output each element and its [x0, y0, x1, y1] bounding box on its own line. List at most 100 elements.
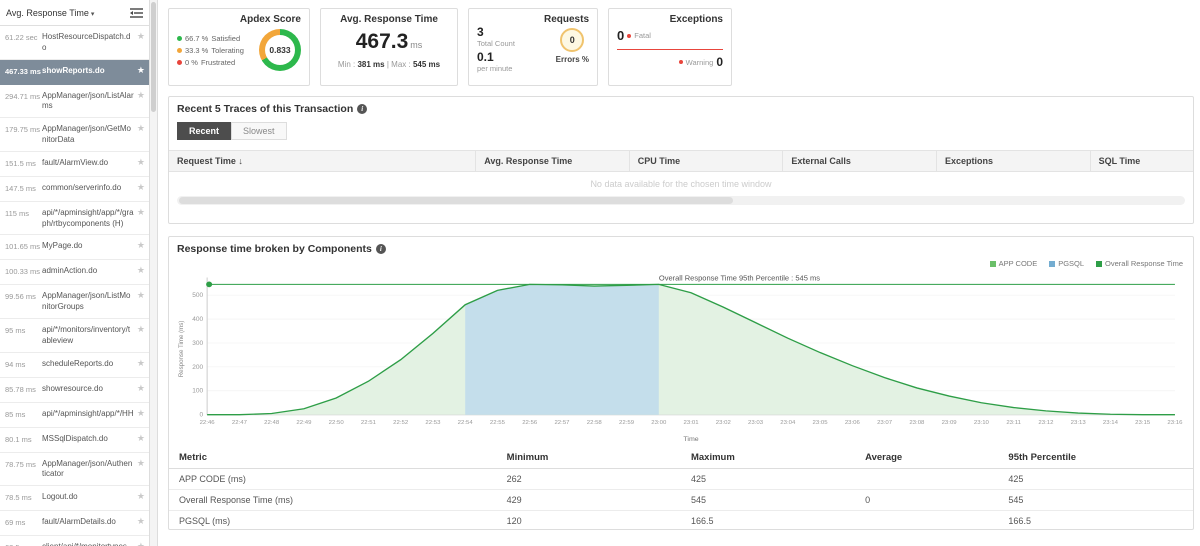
- transaction-response-time: 294.71 ms: [5, 91, 41, 101]
- star-icon[interactable]: ★: [136, 89, 145, 100]
- star-icon[interactable]: ★: [136, 64, 145, 75]
- transaction-list-item[interactable]: 99.56 ms AppManager/json/ListMonitorGroup…: [0, 285, 149, 319]
- transaction-name: fault/AlarmDetails.do: [42, 517, 116, 527]
- traces-column-header[interactable]: CPU Time: [630, 151, 784, 171]
- transaction-list-item[interactable]: 61.22 sec HostResourceDispatch.do ★: [0, 26, 149, 60]
- transaction-response-time: 69 ms: [5, 518, 26, 528]
- transaction-list-item[interactable]: 115 ms api/*/apminsight/app/*/graph/rtbyc…: [0, 201, 149, 236]
- traces-column-header[interactable]: External Calls: [783, 151, 937, 171]
- transaction-list-item[interactable]: 147.5 ms common/serverinfo.do ★: [0, 176, 149, 202]
- collapse-sidebar-icon[interactable]: [130, 7, 143, 18]
- transaction-list-item[interactable]: 85.78 ms showresource.do ★: [0, 377, 149, 403]
- sidebar-scrollbar-thumb[interactable]: [151, 2, 156, 112]
- star-icon[interactable]: ★: [136, 491, 145, 502]
- star-icon[interactable]: ★: [136, 432, 145, 443]
- metrics-cell: PGSQL (ms): [179, 516, 231, 526]
- transaction-list-item[interactable]: 68.5 msclient/api/*/monitortypes★: [0, 536, 149, 546]
- transaction-list-item[interactable]: 78.75 ms AppManager/json/Authenticator ★: [0, 452, 149, 487]
- metrics-cell: 0: [865, 495, 871, 505]
- metrics-cell: 425: [690, 474, 707, 484]
- chevron-down-icon: ▾: [90, 10, 95, 18]
- exceptions-card-title: Exceptions: [669, 14, 723, 25]
- legend-item[interactable]: APP CODE: [989, 259, 1038, 268]
- traces-column-header[interactable]: Exceptions: [937, 151, 1091, 171]
- star-icon[interactable]: ★: [136, 357, 145, 368]
- legend-swatch-icon: [1049, 260, 1056, 267]
- star-icon[interactable]: ★: [136, 181, 145, 192]
- transaction-list-item[interactable]: 467.33 ms showReports.do ★: [0, 59, 149, 85]
- star-icon[interactable]: ★: [136, 240, 145, 251]
- star-icon[interactable]: ★: [136, 156, 145, 167]
- svg-text:23:01: 23:01: [684, 420, 699, 426]
- star-icon[interactable]: ★: [136, 206, 145, 217]
- transaction-response-time: 80.1 ms: [5, 434, 32, 444]
- avg-card-title: Avg. Response Time: [340, 14, 438, 25]
- star-icon[interactable]: ★: [136, 323, 145, 334]
- svg-text:23:05: 23:05: [813, 420, 828, 426]
- transaction-list-item[interactable]: 179.75 ms AppManager/json/GetMonitorData ★: [0, 118, 149, 152]
- legend-item[interactable]: PGSQL: [1049, 259, 1084, 268]
- traces-column-header[interactable]: Avg. Response Time: [476, 151, 630, 171]
- transaction-list-item[interactable]: 80.1 ms MSSqlDispatch.do ★: [0, 427, 149, 453]
- star-icon[interactable]: ★: [136, 457, 145, 468]
- tab-slowest[interactable]: Slowest: [231, 122, 287, 140]
- traces-scrollbar-thumb[interactable]: [179, 197, 734, 204]
- traces-column-header[interactable]: Request Time ↓: [169, 151, 477, 171]
- exceptions-card: Exceptions 0 Fatal Warning 0: [608, 8, 732, 86]
- star-icon[interactable]: ★: [136, 382, 145, 393]
- svg-text:22:59: 22:59: [619, 420, 634, 426]
- traces-horizontal-scrollbar[interactable]: [177, 196, 1185, 205]
- transaction-list-item[interactable]: 294.71 ms AppManager/json/ListAlarms ★: [0, 84, 149, 119]
- transaction-response-time: 78.5 ms: [5, 493, 32, 503]
- traces-panel-title-row: Recent 5 Traces of this Transaction i: [169, 97, 1193, 119]
- info-icon[interactable]: i: [375, 244, 386, 254]
- transaction-list-item[interactable]: 151.5 ms fault/AlarmView.do ★: [0, 151, 149, 177]
- apdex-score-card: Apdex Score 66.7 % Satisfied 33.3 % Tole…: [168, 8, 310, 86]
- svg-text:22:55: 22:55: [490, 420, 505, 426]
- star-icon[interactable]: ★: [136, 265, 145, 276]
- transaction-name: common/serverinfo.do: [42, 182, 122, 192]
- transaction-list-item[interactable]: 78.5 ms Logout.do ★: [0, 486, 149, 512]
- star-icon[interactable]: ★: [136, 290, 145, 301]
- requests-total-label: Total Count: [477, 39, 515, 49]
- apdex-score-value: 0.833: [269, 45, 291, 55]
- transaction-list-item[interactable]: 94 ms scheduleReports.do ★: [0, 352, 149, 378]
- metrics-cell: 166.5: [690, 516, 714, 526]
- svg-text:22:46: 22:46: [200, 420, 215, 426]
- satisfied-pct: 66.7 %: [185, 33, 209, 43]
- info-icon[interactable]: i: [357, 104, 368, 114]
- avg-response-value: 467.3: [355, 30, 409, 53]
- metrics-cell: [855, 511, 998, 529]
- transaction-list-item[interactable]: 95 ms api/*/monitors/inventory/tableview ★: [0, 318, 149, 353]
- transaction-list-item[interactable]: 85 ms api/*/apminsight/app/*/HH ★: [0, 402, 149, 428]
- transaction-list-item[interactable]: 100.33 ms adminAction.do ★: [0, 260, 149, 286]
- requests-card-body: 3 Total Count 0.1 per minute 0 Errors %: [477, 25, 589, 76]
- apdex-gauge-value-wrap: 0.833: [265, 35, 295, 65]
- errors-gauge: 0: [560, 28, 585, 52]
- fatal-value: 0: [617, 28, 625, 43]
- metrics-cell: APP CODE (ms): [179, 474, 246, 484]
- apdex-legend-frustrated: 0 % Frustrated: [177, 58, 244, 67]
- metrics-column-header: Average: [865, 452, 903, 463]
- tab-recent[interactable]: Recent: [177, 122, 232, 140]
- star-icon[interactable]: ★: [136, 31, 145, 41]
- star-icon[interactable]: ★: [136, 516, 145, 527]
- star-icon[interactable]: ★: [137, 542, 145, 546]
- svg-text:500: 500: [192, 292, 203, 299]
- metric-dropdown[interactable]: Avg. Response Time ▾: [6, 8, 94, 18]
- traces-column-header[interactable]: SQL Time: [1098, 156, 1141, 166]
- sidebar-scrollbar[interactable]: [150, 0, 158, 546]
- transaction-response-time: 179.75 ms: [5, 125, 41, 135]
- star-icon[interactable]: ★: [136, 123, 145, 134]
- star-icon[interactable]: ★: [136, 407, 145, 418]
- legend-label: Overall Response Time: [1105, 259, 1183, 268]
- svg-text:100: 100: [192, 388, 203, 395]
- min-value: 381 ms: [357, 60, 385, 69]
- legend-item[interactable]: Overall Response Time: [1096, 259, 1183, 268]
- svg-text:23:04: 23:04: [780, 420, 796, 426]
- transaction-name: adminAction.do: [42, 266, 98, 276]
- legend-label: APP CODE: [998, 259, 1038, 268]
- transaction-list-item[interactable]: 101.65 ms MyPage.do ★: [0, 235, 149, 261]
- transaction-list-item[interactable]: 69 ms fault/AlarmDetails.do ★: [0, 511, 149, 537]
